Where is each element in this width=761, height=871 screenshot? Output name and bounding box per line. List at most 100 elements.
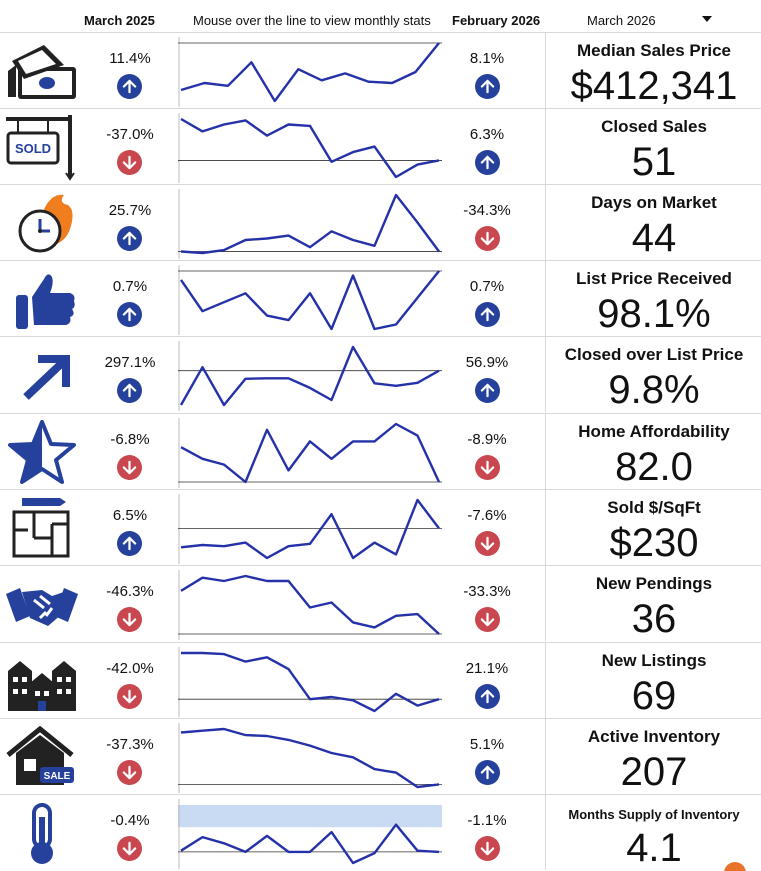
data-point[interactable] xyxy=(371,707,379,715)
data-point[interactable] xyxy=(318,76,326,84)
data-point[interactable] xyxy=(200,79,208,87)
sparkline-svg[interactable] xyxy=(178,261,442,337)
data-point[interactable] xyxy=(392,690,400,698)
data-point[interactable] xyxy=(414,432,422,440)
data-point[interactable] xyxy=(285,232,293,240)
data-point[interactable] xyxy=(220,461,228,469)
series-line[interactable] xyxy=(180,498,440,560)
data-point[interactable] xyxy=(263,374,271,382)
sparkline-svg[interactable] xyxy=(178,414,442,490)
data-point[interactable] xyxy=(306,742,314,750)
data-point[interactable] xyxy=(306,848,314,856)
data-point[interactable] xyxy=(306,540,314,548)
sparkline-svg[interactable] xyxy=(178,109,442,185)
data-point[interactable] xyxy=(285,577,293,585)
data-point[interactable] xyxy=(199,127,207,135)
data-point[interactable] xyxy=(392,321,400,329)
data-point[interactable] xyxy=(306,603,314,611)
data-point[interactable] xyxy=(414,702,422,710)
data-point[interactable] xyxy=(199,363,207,371)
data-point[interactable] xyxy=(199,727,207,735)
series-line[interactable] xyxy=(180,823,440,865)
data-point[interactable] xyxy=(392,382,400,390)
data-point[interactable] xyxy=(220,542,228,550)
sparkline-svg[interactable] xyxy=(178,719,442,795)
data-point[interactable] xyxy=(349,618,357,626)
data-point[interactable] xyxy=(220,839,228,847)
current-period-select[interactable]: March 2026 xyxy=(587,13,656,28)
data-point[interactable] xyxy=(178,543,185,551)
data-point[interactable] xyxy=(285,542,293,550)
data-point[interactable] xyxy=(328,325,336,333)
data-point[interactable] xyxy=(199,455,207,463)
data-point[interactable] xyxy=(242,116,250,124)
data-point[interactable] xyxy=(371,849,379,857)
data-point[interactable] xyxy=(285,665,293,673)
series-line[interactable] xyxy=(180,117,440,179)
data-point[interactable] xyxy=(285,374,293,382)
data-point[interactable] xyxy=(263,426,271,434)
data-point[interactable] xyxy=(328,693,336,701)
data-point[interactable] xyxy=(435,478,442,486)
data-point[interactable] xyxy=(414,161,422,169)
data-point[interactable] xyxy=(328,510,336,518)
trend-sparkline[interactable] xyxy=(178,109,442,185)
data-point[interactable] xyxy=(220,246,228,254)
data-point[interactable] xyxy=(199,307,207,315)
data-point[interactable] xyxy=(220,121,228,129)
series-line[interactable] xyxy=(180,422,441,484)
data-point[interactable] xyxy=(349,554,357,562)
data-point[interactable] xyxy=(388,79,396,87)
trend-sparkline[interactable] xyxy=(178,33,442,109)
series-line[interactable] xyxy=(180,574,440,635)
sparkline-svg[interactable] xyxy=(178,33,442,109)
data-point[interactable] xyxy=(294,65,302,73)
series-line[interactable] xyxy=(180,270,440,331)
period-dropdown-caret-icon[interactable] xyxy=(702,16,712,22)
trend-sparkline[interactable] xyxy=(178,414,442,490)
data-point[interactable] xyxy=(199,574,207,582)
data-point[interactable] xyxy=(242,289,250,297)
data-point[interactable] xyxy=(199,649,207,657)
data-point[interactable] xyxy=(414,847,422,855)
data-point[interactable] xyxy=(435,156,442,164)
data-point[interactable] xyxy=(306,289,314,297)
data-point[interactable] xyxy=(263,554,271,562)
data-point[interactable] xyxy=(392,550,400,558)
data-point[interactable] xyxy=(263,732,271,740)
data-point[interactable] xyxy=(199,541,207,549)
data-point[interactable] xyxy=(371,242,379,250)
series-line[interactable] xyxy=(180,42,440,103)
data-point[interactable] xyxy=(349,271,357,279)
data-point[interactable] xyxy=(371,379,379,387)
data-point[interactable] xyxy=(328,158,336,166)
data-point[interactable] xyxy=(285,736,293,744)
data-point[interactable] xyxy=(371,143,379,151)
data-point[interactable] xyxy=(328,599,336,607)
data-point[interactable] xyxy=(247,58,255,66)
data-point[interactable] xyxy=(220,577,228,585)
data-point[interactable] xyxy=(328,227,336,235)
data-point[interactable] xyxy=(263,832,271,840)
series-line[interactable] xyxy=(180,727,440,789)
data-point[interactable] xyxy=(178,86,185,94)
data-point[interactable] xyxy=(371,325,379,333)
data-point[interactable] xyxy=(341,69,349,77)
series-line[interactable] xyxy=(179,345,440,407)
data-point[interactable] xyxy=(371,539,379,547)
series-line[interactable] xyxy=(181,651,440,713)
data-point[interactable] xyxy=(328,749,336,757)
data-point[interactable] xyxy=(414,379,422,387)
data-point[interactable] xyxy=(178,728,185,736)
data-point[interactable] xyxy=(435,848,442,856)
trend-sparkline[interactable] xyxy=(178,566,442,642)
data-point[interactable] xyxy=(414,783,422,791)
data-point[interactable] xyxy=(263,577,271,585)
sparkline-svg[interactable] xyxy=(178,566,442,642)
data-point[interactable] xyxy=(349,753,357,761)
data-point[interactable] xyxy=(306,122,314,130)
trend-sparkline[interactable] xyxy=(178,185,442,261)
data-point[interactable] xyxy=(263,132,271,140)
sparkline-svg[interactable] xyxy=(178,643,442,719)
data-point[interactable] xyxy=(178,649,185,657)
